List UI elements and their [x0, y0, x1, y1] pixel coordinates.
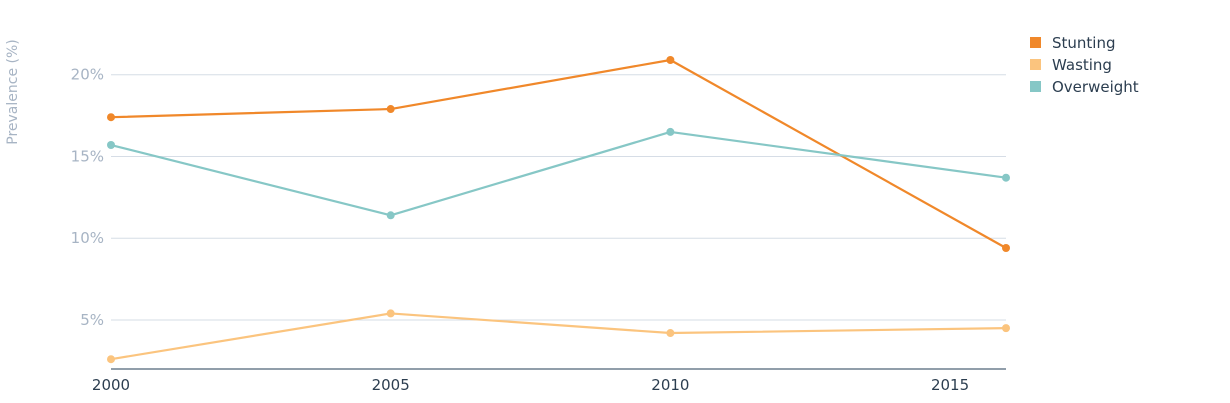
- legend-swatch: [1030, 37, 1041, 48]
- y-tick-label: 20%: [71, 66, 104, 84]
- y-tick-label: 10%: [71, 229, 104, 247]
- data-point-wasting[interactable]: [666, 329, 675, 338]
- data-point-stunting[interactable]: [386, 105, 395, 114]
- legend-swatch: [1030, 81, 1041, 92]
- legend-item-stunting[interactable]: Stunting: [1030, 34, 1116, 52]
- data-point-stunting[interactable]: [666, 55, 675, 64]
- series-line-wasting: [110, 312, 1007, 361]
- y-tick-label: 5%: [80, 311, 104, 329]
- data-point-overweight[interactable]: [107, 141, 115, 150]
- series-overweight: [107, 127, 1010, 220]
- x-tick-label: 2000: [92, 376, 130, 394]
- data-point-overweight[interactable]: [386, 211, 395, 220]
- legend-item-overweight[interactable]: Overweight: [1030, 78, 1139, 96]
- x-tick-label: 2005: [372, 376, 410, 394]
- series-wasting: [107, 309, 1010, 364]
- x-tick-label: 2015: [931, 376, 969, 394]
- legend-label: Wasting: [1052, 56, 1112, 74]
- legend-label: Overweight: [1052, 78, 1139, 96]
- legend-item-wasting[interactable]: Wasting: [1030, 56, 1112, 74]
- legend-swatch: [1030, 59, 1041, 70]
- data-point-wasting[interactable]: [107, 355, 115, 364]
- y-axis-label: Prevalence (%): [5, 39, 21, 145]
- data-point-overweight[interactable]: [1002, 173, 1010, 182]
- data-point-stunting[interactable]: [1002, 244, 1010, 253]
- series-line-stunting: [110, 58, 1007, 249]
- data-point-stunting[interactable]: [107, 113, 115, 122]
- data-point-wasting[interactable]: [386, 309, 395, 318]
- data-point-overweight[interactable]: [666, 127, 675, 136]
- legend-label: Stunting: [1052, 34, 1116, 52]
- series-line-overweight: [110, 130, 1007, 217]
- series-group: [107, 55, 1010, 364]
- y-tick-label: 15%: [71, 147, 104, 165]
- x-tick-label: 2010: [651, 376, 689, 394]
- x-axis: 2000 2005 2010 2015: [92, 368, 1006, 394]
- y-axis: 5% 10% 15% 20%: [71, 66, 104, 329]
- data-point-wasting[interactable]: [1002, 324, 1010, 333]
- series-stunting: [107, 55, 1010, 253]
- grid: [111, 74, 1006, 321]
- legend: Stunting Wasting Overweight: [1030, 34, 1139, 96]
